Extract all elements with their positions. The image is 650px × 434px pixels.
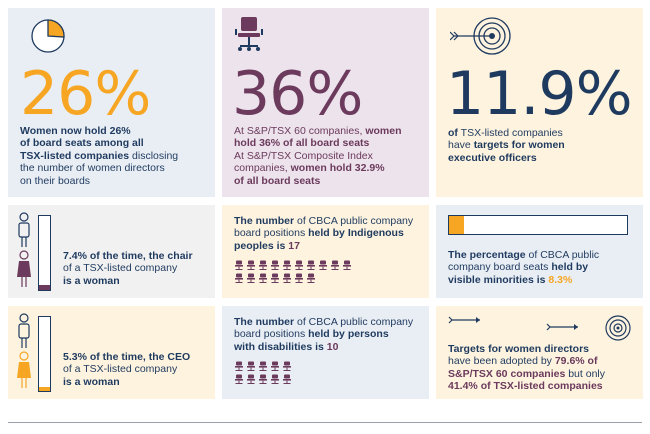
stat-36-value: 36% (232, 59, 363, 129)
indigenous-seat-grid (234, 260, 359, 286)
chair-icon (282, 260, 292, 273)
chair-icon (270, 260, 280, 273)
office-chair-icon (235, 17, 263, 51)
chair-icon (234, 374, 244, 387)
targets-panel: Targets for women directors have been ad… (436, 306, 643, 399)
chair-icon (246, 273, 256, 286)
stat-11-9-value: 11.9% (446, 59, 633, 129)
stat-panel-11-9: 11.9% of TSX-listed companies have targe… (436, 8, 643, 197)
pie-chart-icon (31, 19, 65, 53)
target-arrow-icon (450, 17, 511, 55)
chair-icon (270, 374, 280, 387)
arrow-icon (546, 323, 578, 331)
chair-icon (342, 260, 352, 273)
disabilities-text: The number of CBCA public company board … (234, 316, 414, 353)
chair-text: 7.4% of the time, the chair of a TSX-lis… (63, 250, 193, 287)
ceo-bar-fill (39, 387, 50, 391)
indigenous-text: The number of CBCA public company board … (234, 215, 414, 252)
chair-icon (282, 374, 292, 387)
minorities-bar-fill (449, 216, 464, 234)
chair-icon (246, 361, 256, 374)
chair-icon (258, 273, 268, 286)
stat-panel-26: 26% Women now hold 26% of board seats am… (8, 8, 215, 197)
chair-icon (270, 273, 280, 286)
bottom-divider (8, 422, 642, 423)
ceo-panel: 5.3% of the time, the CEO of a TSX-liste… (8, 306, 215, 399)
chair-bar (38, 215, 51, 291)
chair-icon (234, 361, 244, 374)
ceo-text: 5.3% of the time, the CEO of a TSX-liste… (63, 351, 191, 388)
chair-icon (234, 273, 244, 286)
minorities-text: The percentage of CBCA public company bo… (448, 249, 600, 286)
chair-icon (246, 260, 256, 273)
minorities-panel: The percentage of CBCA public company bo… (436, 205, 643, 298)
disabilities-panel: The number of CBCA public company board … (222, 306, 429, 399)
chair-icon (234, 260, 244, 273)
minorities-bar (448, 215, 628, 235)
chair-icon (306, 260, 316, 273)
ceo-bar (38, 316, 51, 392)
chair-icon (294, 273, 304, 286)
chair-icon (330, 260, 340, 273)
target-icon (605, 315, 631, 341)
chair-icon (282, 273, 292, 286)
chair-panel: 7.4% of the time, the chair of a TSX-lis… (8, 205, 215, 298)
chair-icon (282, 361, 292, 374)
stat-panel-36: 36% At S&P/TSX 60 companies, women hold … (222, 8, 429, 197)
stat-11-9-text: of TSX-listed companies have targets for… (448, 127, 565, 164)
stat-26-text: Women now hold 26% of board seats among … (20, 125, 179, 187)
stat-26-value: 26% (20, 59, 151, 129)
pie-slice (47, 19, 65, 38)
chair-bar-fill (39, 284, 50, 290)
stat-36-text: At S&P/TSX 60 companies, women hold 36% … (234, 125, 402, 187)
chair-icon (258, 260, 268, 273)
chair-icon (270, 361, 280, 374)
chair-icon (306, 273, 316, 286)
chair-icon (258, 374, 268, 387)
disabilities-seat-grid (234, 361, 299, 387)
chair-icon (246, 374, 256, 387)
man-woman-icon (17, 313, 31, 388)
indigenous-panel: The number of CBCA public company board … (222, 205, 429, 298)
man-woman-icon (17, 212, 31, 287)
chair-icon (318, 260, 328, 273)
targets-text: Targets for women directors have been ad… (448, 343, 605, 393)
chair-icon (294, 260, 304, 273)
chair-icon (258, 361, 268, 374)
arrow-icon (448, 316, 480, 324)
